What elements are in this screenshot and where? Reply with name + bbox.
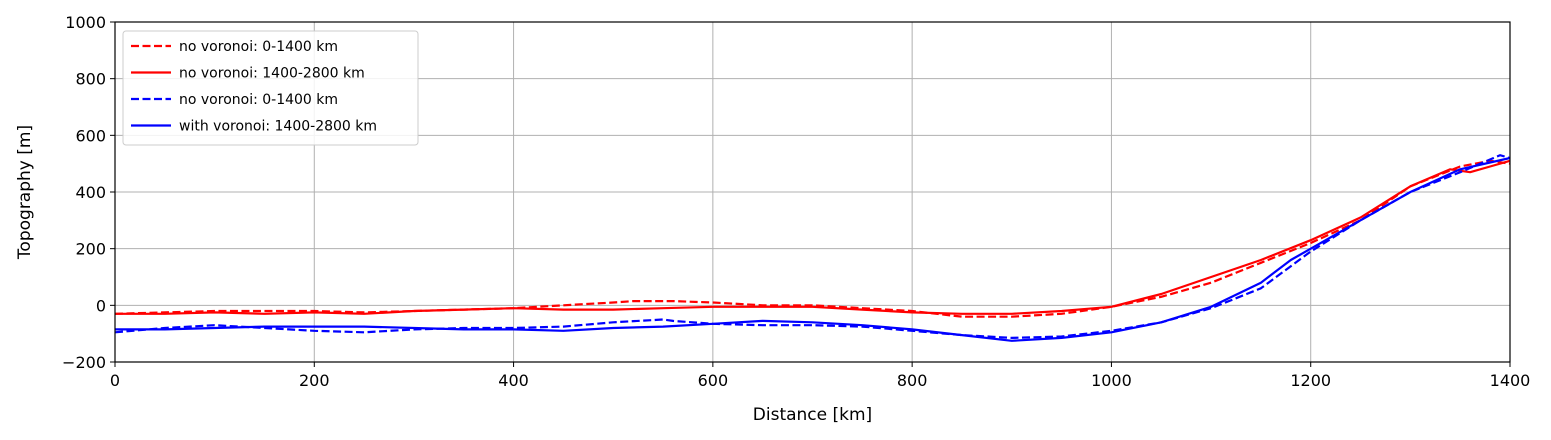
series-line-0: [114, 159, 1511, 318]
x-tick-label: 1000: [1091, 371, 1132, 390]
x-tick-label: 1400: [1490, 371, 1531, 390]
legend-label: no voronoi: 1400-2800 km: [179, 66, 365, 82]
legend-label: with voronoi: 1400-2800 km: [179, 119, 377, 135]
y-tick-label: −200: [62, 353, 106, 372]
y-tick-label: 0: [96, 296, 106, 315]
series-line-1: [115, 159, 1511, 315]
legend-box: [122, 30, 419, 146]
y-tick-label: 600: [75, 126, 106, 145]
x-tick-label: 400: [498, 371, 529, 390]
x-tick-label: 600: [698, 371, 729, 390]
series-line-3: [115, 156, 1511, 342]
legend-label: no voronoi: 0-1400 km: [179, 92, 338, 108]
series-layer: [114, 154, 1511, 342]
x-axis-label: Distance [km]: [753, 405, 872, 425]
y-tick-label: 1000: [65, 13, 106, 32]
y-tick-label: 800: [75, 70, 106, 89]
legend: no voronoi: 0-1400 km no voronoi: 1400-28…: [122, 30, 419, 146]
x-tick-label: 800: [897, 371, 928, 390]
x-tick-label: 1200: [1290, 371, 1331, 390]
x-tick-label: 200: [299, 371, 330, 390]
y-tick-label: 400: [75, 183, 106, 202]
x-tick-label: 0: [110, 371, 120, 390]
legend-label: no voronoi: 0-1400 km: [179, 39, 338, 55]
y-axis-label: Topography [m]: [15, 125, 35, 260]
ticks: 0 200 400 600 800 1000 1200 1400−20002004006008…: [62, 13, 1530, 390]
y-tick-label: 200: [75, 240, 106, 259]
